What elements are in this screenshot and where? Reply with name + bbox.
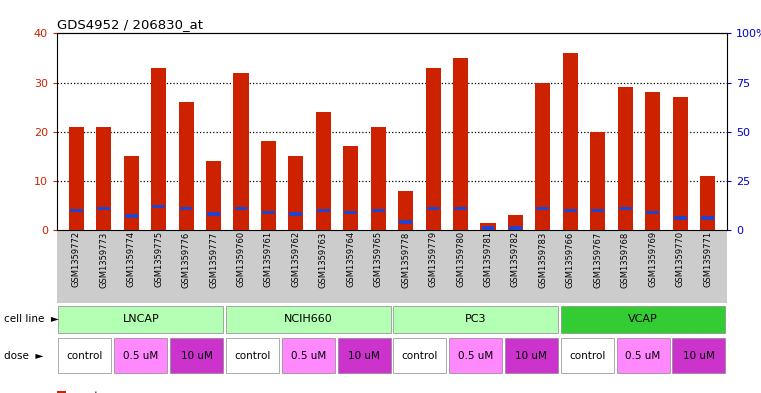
Bar bbox=[289, 213, 302, 216]
Text: LNCAP: LNCAP bbox=[123, 314, 159, 324]
Bar bbox=[393, 338, 446, 373]
Text: 0.5 uM: 0.5 uM bbox=[123, 351, 158, 361]
Bar bbox=[125, 215, 138, 218]
Bar bbox=[114, 338, 167, 373]
Bar bbox=[97, 207, 110, 210]
Bar bbox=[59, 338, 111, 373]
Bar bbox=[618, 87, 632, 230]
Bar bbox=[453, 58, 468, 230]
Text: 10 uM: 10 uM bbox=[683, 351, 715, 361]
Bar bbox=[616, 338, 670, 373]
Text: NCIH660: NCIH660 bbox=[284, 314, 333, 324]
Bar bbox=[317, 209, 330, 212]
Bar bbox=[673, 217, 686, 220]
Text: dose  ►: dose ► bbox=[4, 351, 43, 361]
Bar bbox=[673, 97, 688, 230]
Text: count: count bbox=[69, 391, 99, 393]
Bar bbox=[180, 207, 193, 210]
Bar bbox=[393, 306, 558, 332]
Bar bbox=[700, 176, 715, 230]
Bar bbox=[508, 215, 523, 230]
Text: control: control bbox=[234, 351, 271, 361]
Bar bbox=[591, 132, 605, 230]
Bar bbox=[70, 209, 83, 212]
Bar bbox=[449, 338, 502, 373]
Bar bbox=[561, 338, 613, 373]
Bar bbox=[505, 338, 558, 373]
Bar bbox=[561, 306, 725, 332]
Bar bbox=[344, 211, 357, 214]
Bar bbox=[226, 306, 390, 332]
Bar bbox=[282, 338, 335, 373]
Bar bbox=[701, 217, 714, 220]
Text: control: control bbox=[67, 351, 103, 361]
Bar bbox=[59, 306, 223, 332]
Bar bbox=[288, 156, 304, 230]
Bar bbox=[454, 207, 467, 210]
Bar bbox=[343, 146, 358, 230]
Text: 10 uM: 10 uM bbox=[515, 351, 547, 361]
Bar bbox=[337, 338, 390, 373]
Bar bbox=[482, 226, 495, 230]
Text: 0.5 uM: 0.5 uM bbox=[458, 351, 493, 361]
Text: control: control bbox=[402, 351, 438, 361]
Bar bbox=[234, 73, 249, 230]
Bar bbox=[619, 207, 632, 210]
Bar bbox=[646, 211, 659, 214]
Bar bbox=[179, 102, 193, 230]
Bar bbox=[151, 68, 166, 230]
Bar bbox=[563, 53, 578, 230]
Bar bbox=[645, 92, 661, 230]
Bar bbox=[152, 205, 165, 208]
Bar bbox=[96, 127, 111, 230]
Bar bbox=[398, 191, 413, 230]
Bar bbox=[535, 83, 550, 230]
Bar bbox=[673, 338, 725, 373]
Text: 0.5 uM: 0.5 uM bbox=[626, 351, 661, 361]
Bar bbox=[372, 209, 384, 212]
Text: PC3: PC3 bbox=[465, 314, 486, 324]
Bar bbox=[262, 211, 275, 214]
Bar bbox=[371, 127, 386, 230]
Text: control: control bbox=[569, 351, 606, 361]
Text: cell line  ►: cell line ► bbox=[4, 314, 59, 324]
Bar bbox=[123, 156, 139, 230]
Bar bbox=[206, 161, 221, 230]
Text: 10 uM: 10 uM bbox=[180, 351, 212, 361]
Bar bbox=[537, 207, 549, 210]
Bar bbox=[68, 127, 84, 230]
Bar bbox=[427, 207, 440, 210]
Bar bbox=[509, 226, 522, 230]
Bar bbox=[234, 207, 247, 210]
Text: 10 uM: 10 uM bbox=[348, 351, 380, 361]
Bar bbox=[207, 213, 220, 216]
Bar bbox=[480, 222, 495, 230]
Text: GDS4952 / 206830_at: GDS4952 / 206830_at bbox=[57, 18, 203, 31]
Bar bbox=[170, 338, 223, 373]
Bar bbox=[261, 141, 276, 230]
Bar bbox=[316, 112, 331, 230]
Bar bbox=[591, 209, 604, 212]
Text: 0.5 uM: 0.5 uM bbox=[291, 351, 326, 361]
Bar bbox=[226, 338, 279, 373]
Bar bbox=[400, 220, 412, 224]
Bar bbox=[425, 68, 441, 230]
Text: VCAP: VCAP bbox=[628, 314, 658, 324]
Bar bbox=[564, 209, 577, 212]
